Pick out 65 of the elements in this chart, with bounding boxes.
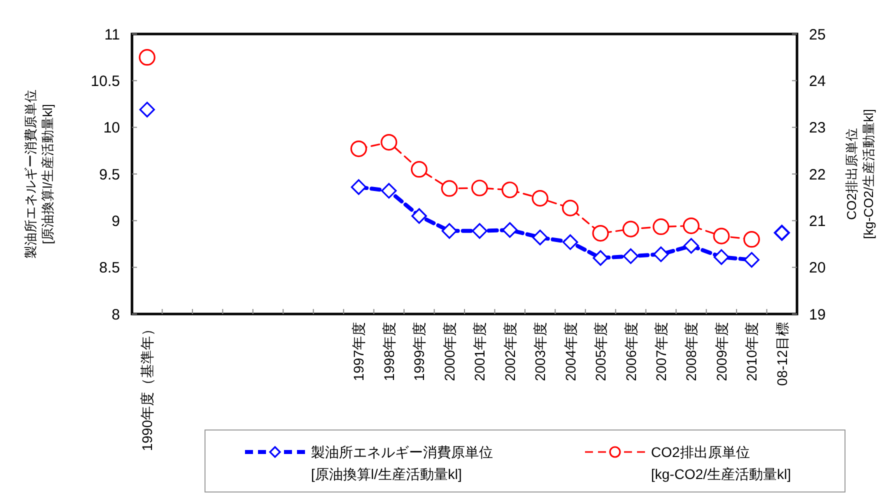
x-tick-label: 2004年度 — [562, 322, 578, 382]
x-tick-label: 1999年度 — [411, 322, 428, 382]
y2-tick-label: 22 — [809, 166, 826, 184]
point — [683, 238, 700, 254]
y-tick-label: 10 — [103, 120, 120, 137]
point — [774, 224, 790, 241]
x-tick-label: 2007年度 — [652, 322, 669, 382]
point — [381, 183, 397, 199]
x-tick-label: 2002年度 — [502, 322, 518, 382]
point — [562, 234, 578, 250]
point — [502, 182, 518, 198]
point — [138, 49, 156, 66]
y2-tick-label: 25 — [809, 26, 826, 44]
y2-tick-label: 20 — [809, 260, 826, 277]
y2-tick-label: 21 — [809, 212, 826, 230]
x-tick-label: 2009年度 — [713, 322, 730, 382]
legend-label: CO2排出原単位 [kg-CO2/生産活動量kl] — [651, 444, 792, 482]
point — [442, 223, 458, 239]
x-tick-label: 2001年度 — [472, 322, 488, 382]
y-tick-label: 10.5 — [90, 72, 120, 90]
legend-label: 製油所エネルギー消費原単位 [原油換算l/生産活動量kl] — [311, 444, 493, 482]
y-tick-label: 8 — [112, 306, 120, 324]
x-tick-label: 2005年度 — [592, 322, 609, 382]
x-tick-label: 1990年度（基準年） — [139, 322, 156, 452]
point — [350, 140, 368, 158]
point — [410, 161, 428, 178]
point — [622, 220, 640, 238]
x-tick-label: 2008年度 — [683, 322, 700, 382]
x-tick-label: 2006年度 — [622, 322, 639, 382]
y-tick-label: 8.5 — [99, 260, 120, 277]
point — [653, 246, 669, 262]
point — [532, 230, 548, 246]
point — [743, 231, 760, 248]
point — [744, 252, 760, 268]
y2-tick-label: 23 — [809, 120, 826, 137]
point — [532, 190, 548, 207]
point — [380, 134, 398, 151]
point — [411, 208, 427, 224]
point — [622, 248, 639, 264]
point — [139, 102, 155, 118]
y2-tick-label: 19 — [809, 306, 826, 324]
point — [472, 223, 488, 239]
point — [652, 218, 670, 236]
y-tick-label: 9 — [112, 212, 120, 230]
point — [592, 250, 608, 266]
point — [350, 179, 367, 195]
point — [592, 224, 609, 242]
x-tick-label: 2000年度 — [441, 322, 458, 382]
y-tick-label: 11 — [104, 26, 120, 44]
y2-tick-label: 24 — [809, 72, 826, 90]
y-axis-title: 製油所エネルギー消費原単位 [原油換算l/生産活動量kl] — [23, 90, 55, 258]
x-tick-label: 2003年度 — [532, 322, 548, 382]
point — [562, 200, 579, 216]
point — [713, 228, 730, 244]
x-tick-label: 1997年度 — [350, 322, 367, 382]
point — [471, 180, 488, 196]
point — [441, 180, 458, 197]
x-tick-label: 08-12目標 — [774, 322, 790, 386]
y-tick-label: 9.5 — [99, 166, 120, 184]
y2-axis-title: CO2排出原単位 [kg-CO2/生産活動量kl] — [844, 108, 876, 240]
x-tick-label: 2010年度 — [744, 322, 760, 382]
point — [502, 222, 518, 238]
x-tick-label: 1998年度 — [380, 322, 397, 382]
point — [714, 249, 730, 265]
point — [682, 218, 700, 234]
